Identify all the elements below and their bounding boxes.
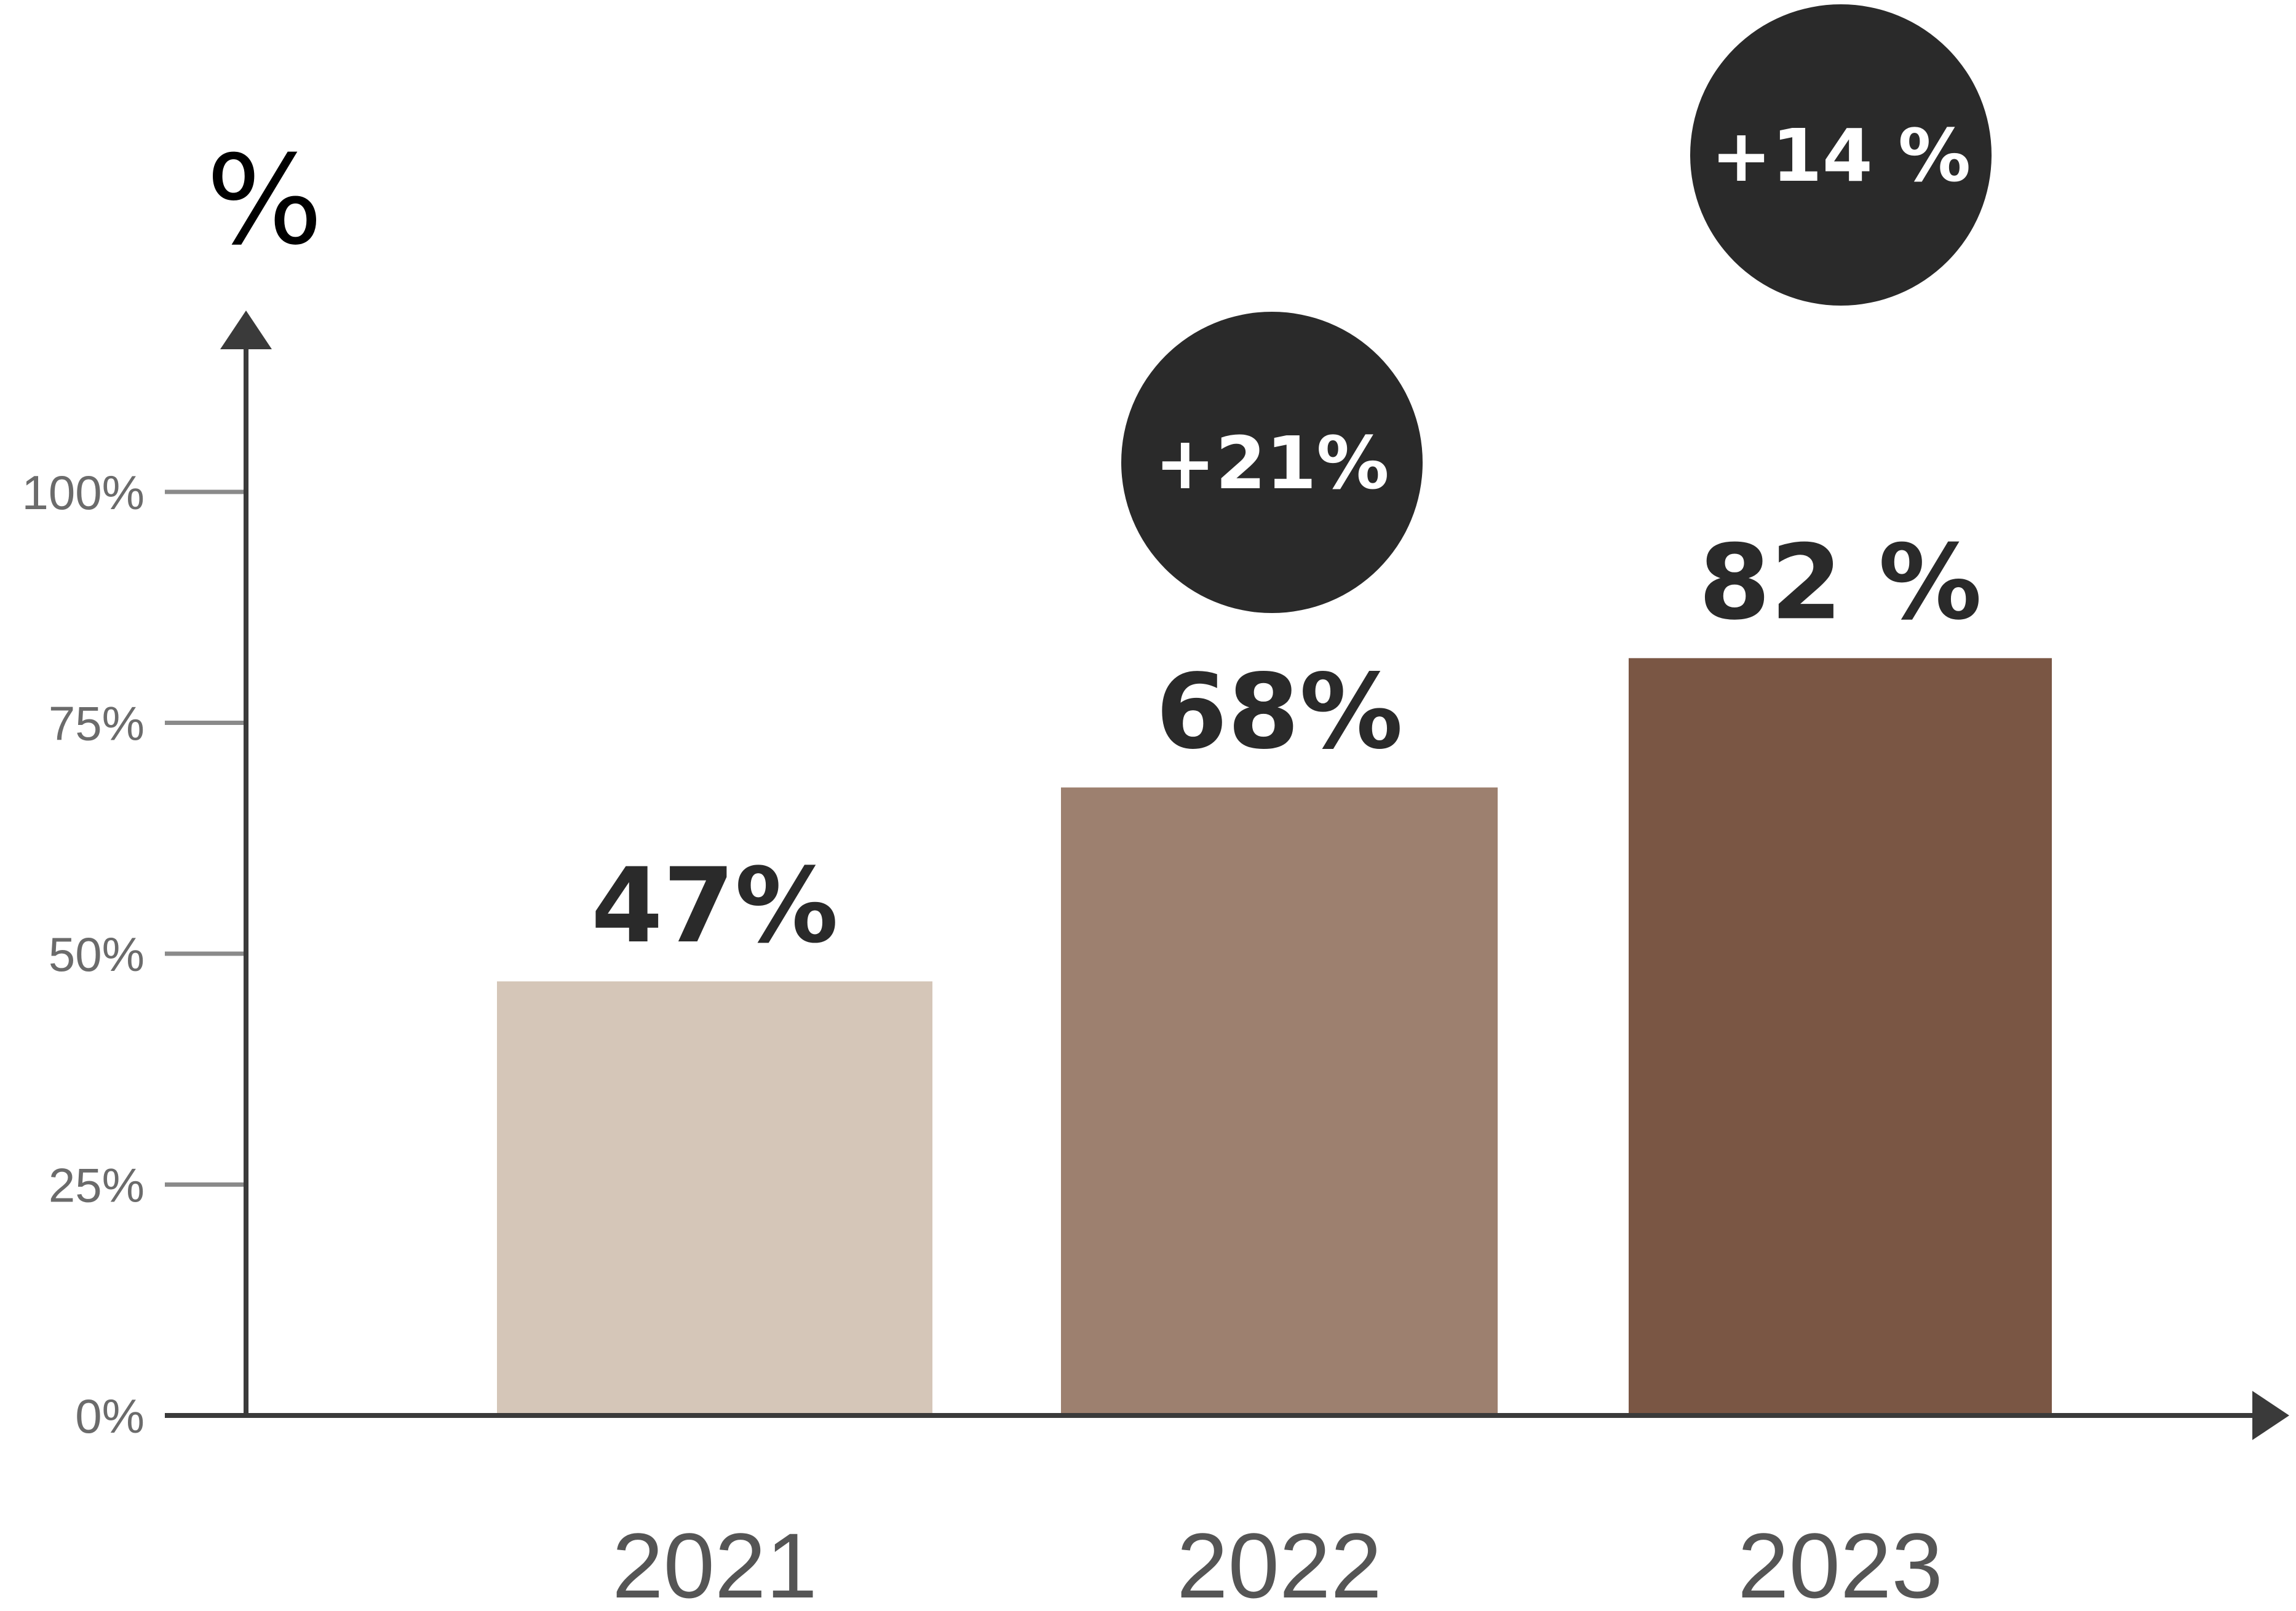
y-axis-ticks: 0% 25% 50% 75% 100% [22,465,246,1443]
bar-2023 [1629,658,2052,1415]
x-axis-arrow [2252,1391,2289,1440]
change-badge-circle [1121,312,1423,613]
x-tick-label: 2022 [1177,1514,1382,1611]
y-tick-label: 0% [75,1389,145,1443]
bar-2022 [1061,787,1498,1415]
bar-value-label: 68% [1156,652,1403,772]
bar-2021 [497,981,932,1415]
bar-value-labels: 47% 68% 82 % [591,522,1982,966]
y-tick-label: 50% [49,927,145,981]
y-tick-label: 25% [49,1158,145,1213]
y-axis-arrow [220,311,272,349]
x-axis-category-labels: 2021 2022 2023 [612,1514,1943,1611]
y-tick-label: 100% [22,465,145,520]
change-badge-label: +21% [1154,421,1389,505]
x-tick-label: 2023 [1738,1514,1943,1611]
change-badges: +21% +14 % [1121,4,1992,613]
y-tick-label: 75% [49,697,145,751]
bars [497,658,2052,1415]
bar-value-label: 82 % [1699,522,1982,643]
x-tick-label: 2021 [612,1514,817,1611]
axes [165,311,2289,1440]
change-badge-circle [1690,4,1992,306]
y-axis-unit-label: % [206,129,323,272]
change-badge-label: +14 % [1711,113,1971,198]
bar-value-label: 47% [591,845,838,966]
